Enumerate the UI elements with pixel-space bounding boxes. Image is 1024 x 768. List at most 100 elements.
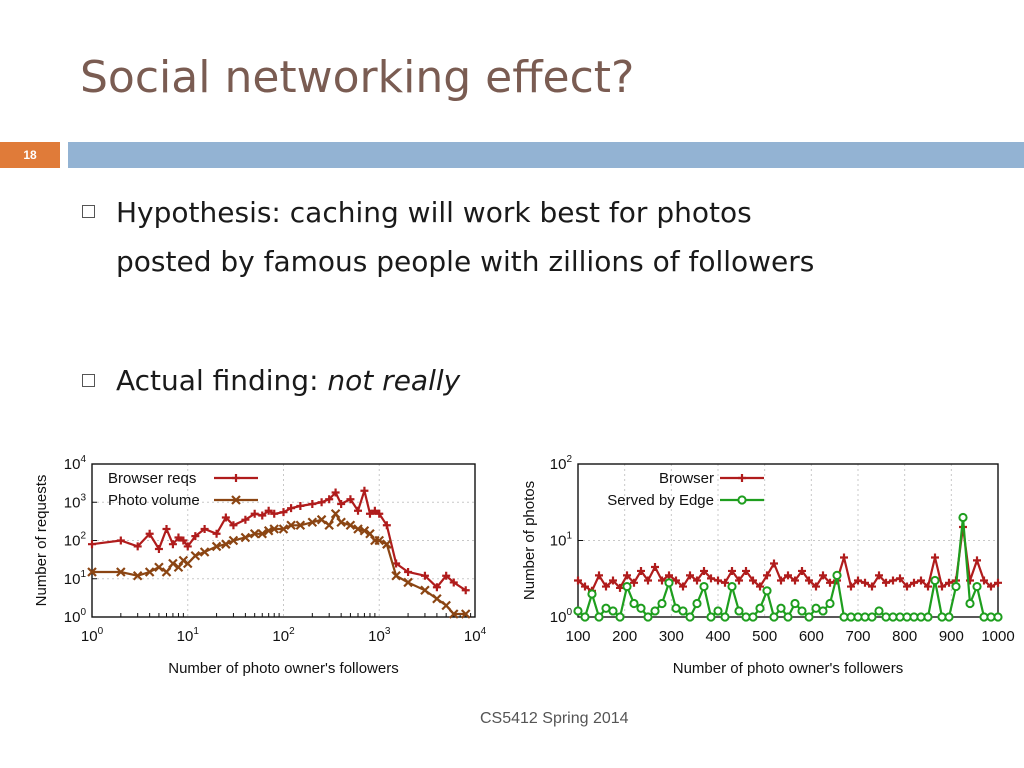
data-point — [324, 520, 334, 531]
y-tick-label-base: 10 — [64, 456, 81, 473]
data-point — [917, 576, 925, 585]
data-point — [173, 562, 184, 573]
data-point — [861, 578, 869, 587]
data-point — [818, 606, 828, 616]
x-tick-label: 1000 — [981, 628, 1014, 645]
data-point — [365, 528, 375, 539]
x-tick-label-base: 10 — [368, 628, 385, 645]
data-point — [930, 575, 940, 586]
legend-label: Photo volume — [108, 492, 200, 509]
data-point — [432, 593, 442, 604]
y-tick-label-exponent: 1 — [80, 569, 86, 580]
data-point — [308, 500, 317, 509]
y-tick-label: 103 — [64, 492, 87, 511]
data-point — [672, 576, 680, 585]
y-tick-label: 102 — [64, 531, 87, 550]
data-point — [403, 577, 413, 588]
data-point — [460, 609, 471, 619]
y-tick-label-exponent: 2 — [566, 454, 572, 465]
series-1 — [87, 508, 471, 619]
data-point — [420, 571, 429, 580]
legend-marker — [231, 495, 241, 505]
data-point — [965, 598, 975, 609]
data-point — [987, 582, 995, 591]
legend: Browser Served by Edge — [607, 470, 764, 509]
x-axis-label: Number of photo owner's followers — [673, 660, 903, 677]
data-point — [805, 576, 813, 585]
data-point — [594, 612, 604, 622]
data-point — [360, 486, 369, 495]
data-point — [200, 524, 209, 533]
data-point — [650, 606, 660, 616]
x-axis-label: Number of photo owner's followers — [168, 660, 398, 677]
data-point — [923, 612, 933, 622]
data-point — [221, 513, 230, 522]
legend-label: Browser reqs — [108, 470, 196, 487]
data-point — [798, 566, 806, 575]
x-tick-label-exponent: 2 — [289, 626, 295, 637]
data-point — [790, 598, 800, 609]
data-point — [442, 571, 451, 580]
data-point — [257, 528, 268, 539]
data-point — [706, 612, 716, 622]
data-point — [868, 582, 876, 591]
x-tick-label: 103 — [368, 626, 391, 645]
data-point — [420, 585, 430, 596]
data-point — [980, 576, 988, 585]
data-point — [699, 581, 709, 592]
series-0 — [574, 523, 1002, 595]
data-point — [580, 612, 590, 622]
data-point — [317, 498, 326, 507]
data-point — [132, 570, 143, 581]
bullet-box-icon — [82, 205, 95, 218]
data-point — [133, 542, 142, 551]
data-point — [144, 567, 155, 577]
x-tick-label: 600 — [799, 628, 824, 645]
x-tick-label: 100 — [565, 628, 590, 645]
data-point — [727, 581, 737, 592]
data-point — [748, 612, 758, 622]
data-point — [854, 576, 862, 585]
y-tick-label: 100 — [64, 607, 87, 626]
x-tick-label-base: 10 — [464, 628, 481, 645]
y-tick-label-exponent: 0 — [566, 607, 572, 618]
data-point — [375, 509, 384, 518]
data-point — [382, 539, 392, 549]
data-point — [713, 606, 723, 616]
data-point — [449, 578, 458, 587]
y-tick-label: 100 — [550, 607, 573, 626]
y-tick-label-exponent: 0 — [80, 607, 86, 618]
legend: Browser reqs Photo volume — [108, 470, 258, 509]
data-point — [307, 517, 318, 528]
data-point — [665, 571, 673, 580]
data-point — [678, 606, 688, 616]
data-point — [636, 603, 646, 613]
x-tick-label-exponent: 3 — [385, 626, 391, 637]
data-point — [162, 524, 171, 533]
data-point — [944, 612, 954, 622]
data-point — [353, 524, 363, 534]
data-point — [211, 541, 222, 552]
data-point — [325, 495, 334, 504]
data-point — [728, 566, 736, 575]
data-point — [145, 529, 154, 538]
data-point — [595, 571, 603, 580]
data-point — [791, 576, 799, 585]
data-point — [316, 514, 327, 525]
data-point — [87, 567, 97, 577]
data-point — [365, 509, 374, 518]
data-point — [199, 547, 210, 557]
data-point — [154, 544, 163, 553]
y-tick-label-base: 10 — [550, 456, 567, 473]
data-point — [749, 576, 757, 585]
data-point — [574, 576, 582, 585]
data-point — [658, 576, 666, 585]
data-point — [270, 509, 279, 518]
data-point — [374, 535, 385, 546]
x-tick-label: 100 — [81, 626, 104, 645]
x-tick-label: 900 — [939, 628, 964, 645]
data-point — [651, 563, 659, 572]
x-tick-label: 102 — [272, 626, 295, 645]
data-point — [359, 525, 370, 536]
data-point — [664, 578, 674, 588]
